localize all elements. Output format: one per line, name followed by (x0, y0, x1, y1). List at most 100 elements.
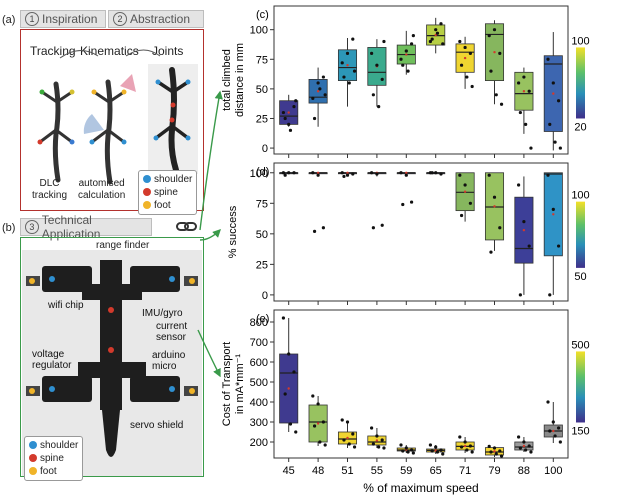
colorbar (576, 351, 585, 423)
data-point (548, 293, 552, 297)
data-point (321, 420, 325, 424)
data-point (524, 448, 528, 452)
data-point (281, 110, 286, 115)
data-point (522, 440, 526, 444)
kinematics-pink-wedge (120, 74, 136, 92)
mean-marker (405, 53, 408, 56)
data-point (551, 207, 555, 212)
data-point (527, 444, 531, 448)
data-point (470, 450, 474, 454)
chain-link-icon (176, 222, 197, 231)
label-voltage-regulator: voltage regulator (32, 349, 72, 371)
data-point (281, 316, 286, 320)
legend-b-spine-label: spine (40, 453, 64, 464)
data-point (311, 171, 315, 175)
data-point (312, 116, 317, 121)
x-tick-label: 48 (312, 465, 324, 477)
data-point (470, 84, 474, 89)
gecko-joints-figure (154, 67, 190, 173)
gecko-illustrations (37, 49, 198, 185)
data-point (371, 442, 375, 446)
data-point (380, 438, 384, 442)
header-technical-application: 3 Technical Application (20, 213, 152, 241)
y-axis-label: % success (227, 205, 239, 258)
data-point (430, 37, 434, 41)
data-point (404, 49, 408, 53)
data-point (380, 223, 384, 227)
data-point (288, 128, 293, 132)
legend-a-spine: spine (143, 186, 192, 199)
data-point (316, 173, 320, 177)
mean-marker (493, 450, 496, 453)
arrow-to-e (197, 329, 221, 378)
data-point (311, 96, 315, 100)
data-point (318, 87, 322, 91)
arrow-to-d (199, 229, 221, 241)
y-axis-label-line: distance in mm (234, 43, 246, 117)
data-point (458, 173, 462, 177)
chart-0: (c) 0 25 50 75 100 total climbeddistance in mm… (221, 5, 590, 158)
mean-marker (522, 444, 526, 448)
shoulder-dot-icon (29, 441, 37, 449)
header-inspiration-label: Inspiration (42, 12, 98, 26)
data-point (399, 171, 403, 175)
data-point (292, 171, 296, 175)
y-tick-label: 75 (256, 54, 268, 66)
data-point (439, 448, 443, 452)
step-3-badge: 3 (25, 220, 39, 234)
data-point (499, 454, 504, 458)
data-point (465, 448, 469, 452)
data-point (347, 442, 351, 446)
y-tick-label: 25 (256, 259, 268, 271)
y-tick-label: 400 (250, 397, 268, 409)
data-point (347, 81, 351, 85)
data-point (323, 93, 327, 97)
label-range-finder: range finder (96, 240, 150, 251)
data-point (409, 448, 414, 452)
data-point (287, 122, 291, 126)
data-point (288, 422, 293, 426)
header-abstraction: 2 Abstraction (108, 10, 204, 28)
data-point (548, 429, 552, 433)
data-point (494, 93, 498, 97)
data-point (411, 451, 415, 455)
data-point (498, 226, 502, 230)
data-point (459, 213, 464, 218)
mean-marker (316, 422, 320, 425)
connector-arrows (197, 90, 223, 378)
data-point (283, 173, 287, 177)
y-tick-label: 0 (262, 290, 268, 302)
label-servo-shield: servo shield (130, 420, 184, 431)
colorbar-max-label: 500 (571, 339, 589, 351)
data-point (375, 172, 379, 176)
data-point (522, 220, 526, 224)
colorbar-min-label: 150 (571, 425, 589, 437)
data-point (345, 173, 350, 177)
data-point (342, 75, 346, 79)
mean-marker (434, 33, 437, 37)
data-point (492, 195, 497, 199)
step-1-badge: 1 (25, 12, 39, 26)
data-point (375, 434, 379, 438)
header-inspiration: 1 Inspiration (20, 10, 106, 28)
data-point (345, 420, 350, 424)
x-tick-label: 100 (544, 465, 562, 477)
data-point (345, 51, 350, 55)
data-point (489, 250, 493, 254)
chart-1: (d) 0 25 50 75 100 % success 100 50 (227, 162, 590, 305)
data-point (377, 105, 381, 109)
data-point (342, 438, 346, 442)
joint-markers (37, 79, 191, 145)
data-point (527, 244, 531, 248)
data-point (287, 171, 291, 175)
data-point (558, 440, 562, 444)
legend-b-foot-label: foot (40, 466, 57, 477)
data-point (441, 42, 445, 46)
panel-a-letter: (a) (2, 14, 16, 26)
data-point (465, 75, 469, 79)
data-point (434, 28, 438, 32)
x-tick-label: 65 (430, 465, 442, 477)
data-point (281, 171, 286, 175)
box-100 (543, 32, 563, 151)
mean-marker (287, 387, 290, 390)
